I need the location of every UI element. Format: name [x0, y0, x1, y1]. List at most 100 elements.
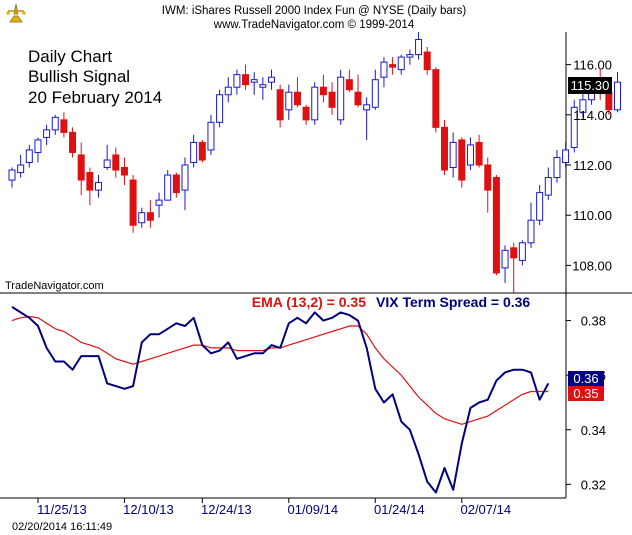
candlestick: [328, 82, 336, 115]
candlestick: [51, 114, 59, 135]
price-tick-label: 112.00: [573, 158, 612, 173]
vix-last-value: 0.36: [573, 371, 598, 386]
annotation-daily-chart: Daily Chart: [28, 47, 112, 66]
ema-last-value-box: 0.35: [568, 386, 604, 401]
candlestick: [458, 137, 466, 188]
candlestick: [311, 82, 319, 125]
candlestick: [553, 149, 561, 183]
candlestick: [570, 99, 578, 153]
candlestick: [466, 137, 474, 171]
candlestick: [129, 175, 137, 233]
candlestick: [302, 104, 310, 125]
candlestick: [120, 157, 128, 186]
candlestick: [397, 54, 405, 75]
date-tick-label: 01/09/14: [287, 502, 338, 517]
candlestick: [423, 47, 431, 75]
indicator-tick-label: 0.38: [581, 314, 606, 329]
copyright-text: www.TradeNavigator.com © 1999-2014: [213, 19, 415, 31]
candlestick: [77, 142, 85, 196]
candlestick: [536, 185, 544, 226]
candlestick: [216, 89, 224, 128]
candlestick: [501, 245, 509, 283]
candlestick: [579, 92, 587, 118]
candlestick: [337, 69, 345, 125]
candlestick: [112, 147, 120, 178]
candlestick: [190, 134, 198, 168]
candlestick: [198, 139, 206, 163]
candlestick: [562, 142, 570, 168]
candlestick: [155, 192, 163, 218]
candlestick: [276, 84, 284, 128]
candlestick: [441, 119, 448, 176]
candlestick: [363, 97, 371, 140]
candlestick: [95, 175, 102, 198]
candlestick: [415, 32, 423, 60]
price-tick-label: 116.00: [573, 58, 612, 73]
candlestick: [484, 157, 492, 213]
candlestick: [172, 172, 180, 198]
candlestick: [380, 57, 388, 88]
candlestick: [406, 49, 414, 65]
candlestick: [475, 134, 483, 168]
candlestick: [389, 57, 397, 75]
candlestick: [8, 167, 16, 188]
candlestick: [527, 202, 535, 248]
candlestick: [164, 170, 172, 201]
candlestick: [17, 154, 25, 178]
indicator-tick-label: 0.34: [581, 423, 606, 438]
candlestick: [354, 74, 362, 108]
candlestick: [293, 77, 301, 108]
price-tick-label: 108.00: [572, 258, 612, 273]
candlestick: [492, 175, 500, 276]
vix-last-value-box: 0.36: [568, 371, 604, 386]
chart-title: IWM: iShares Russell 2000 Index Fun @ NY…: [162, 5, 467, 17]
candlestick: [242, 64, 250, 90]
candlestick: [614, 72, 621, 113]
last-price-label: 115.30: [571, 78, 610, 93]
candlestick: [544, 167, 552, 201]
candlestick: [86, 167, 94, 206]
candlestick: [268, 69, 275, 90]
candlestick: [60, 112, 68, 138]
last-price-box: 115.30: [568, 77, 612, 94]
date-tick-label: 12/10/13: [123, 502, 174, 517]
price-panel: 108.00 110.00 112.00 114.00 116.00 Daily Cha…: [0, 32, 632, 294]
ema-last-value: 0.35: [573, 386, 598, 401]
date-tick-label: 12/24/13: [201, 502, 252, 517]
date-tick-label: 11/25/13: [37, 502, 87, 517]
candlestick: [250, 72, 258, 95]
candlestick: [432, 67, 440, 133]
price-tick-label: 110.00: [573, 208, 612, 223]
timestamp-text: 02/20/2014 16:11:49: [12, 521, 112, 533]
candlestick: [181, 157, 189, 211]
candlestick: [449, 132, 457, 178]
vix-term-spread-line: [11, 306, 550, 494]
ema-label: EMA (13,2) = 0.35: [252, 294, 366, 310]
date-tick-label: 02/07/14: [460, 502, 511, 517]
candlestick: [69, 127, 77, 158]
date-tick-label: 01/24/14: [374, 502, 425, 517]
candlestick: [43, 124, 51, 145]
watermark-text: TradeNavigator.com: [5, 280, 104, 292]
indicator-tick-label: 0.32: [581, 477, 606, 492]
candlestick: [371, 69, 379, 110]
candlestick: [319, 74, 327, 103]
annotation-bullish-signal: Bullish Signal: [28, 67, 130, 86]
candlestick: [259, 77, 267, 100]
candlestick: [207, 114, 215, 155]
candlestick: [103, 144, 111, 171]
candlestick: [34, 137, 42, 163]
vix-term-spread-label: VIX Term Spread = 0.36: [376, 294, 530, 310]
price-tick-label: 114.00: [573, 108, 612, 123]
annotation-date: 20 February 2014: [28, 88, 162, 107]
candlestick: [345, 69, 353, 93]
candlestick: [233, 69, 241, 95]
tradenavigator-logo: [6, 3, 26, 23]
candlestick: [224, 77, 232, 103]
candlestick: [285, 84, 293, 120]
candlestick: [146, 200, 154, 228]
indicator-panel: 0.32 0.34 0.36 0.38 11/25/13 12/10/13 12/24/1…: [0, 293, 606, 517]
candlestick: [518, 240, 526, 266]
ema-line: [11, 315, 549, 425]
